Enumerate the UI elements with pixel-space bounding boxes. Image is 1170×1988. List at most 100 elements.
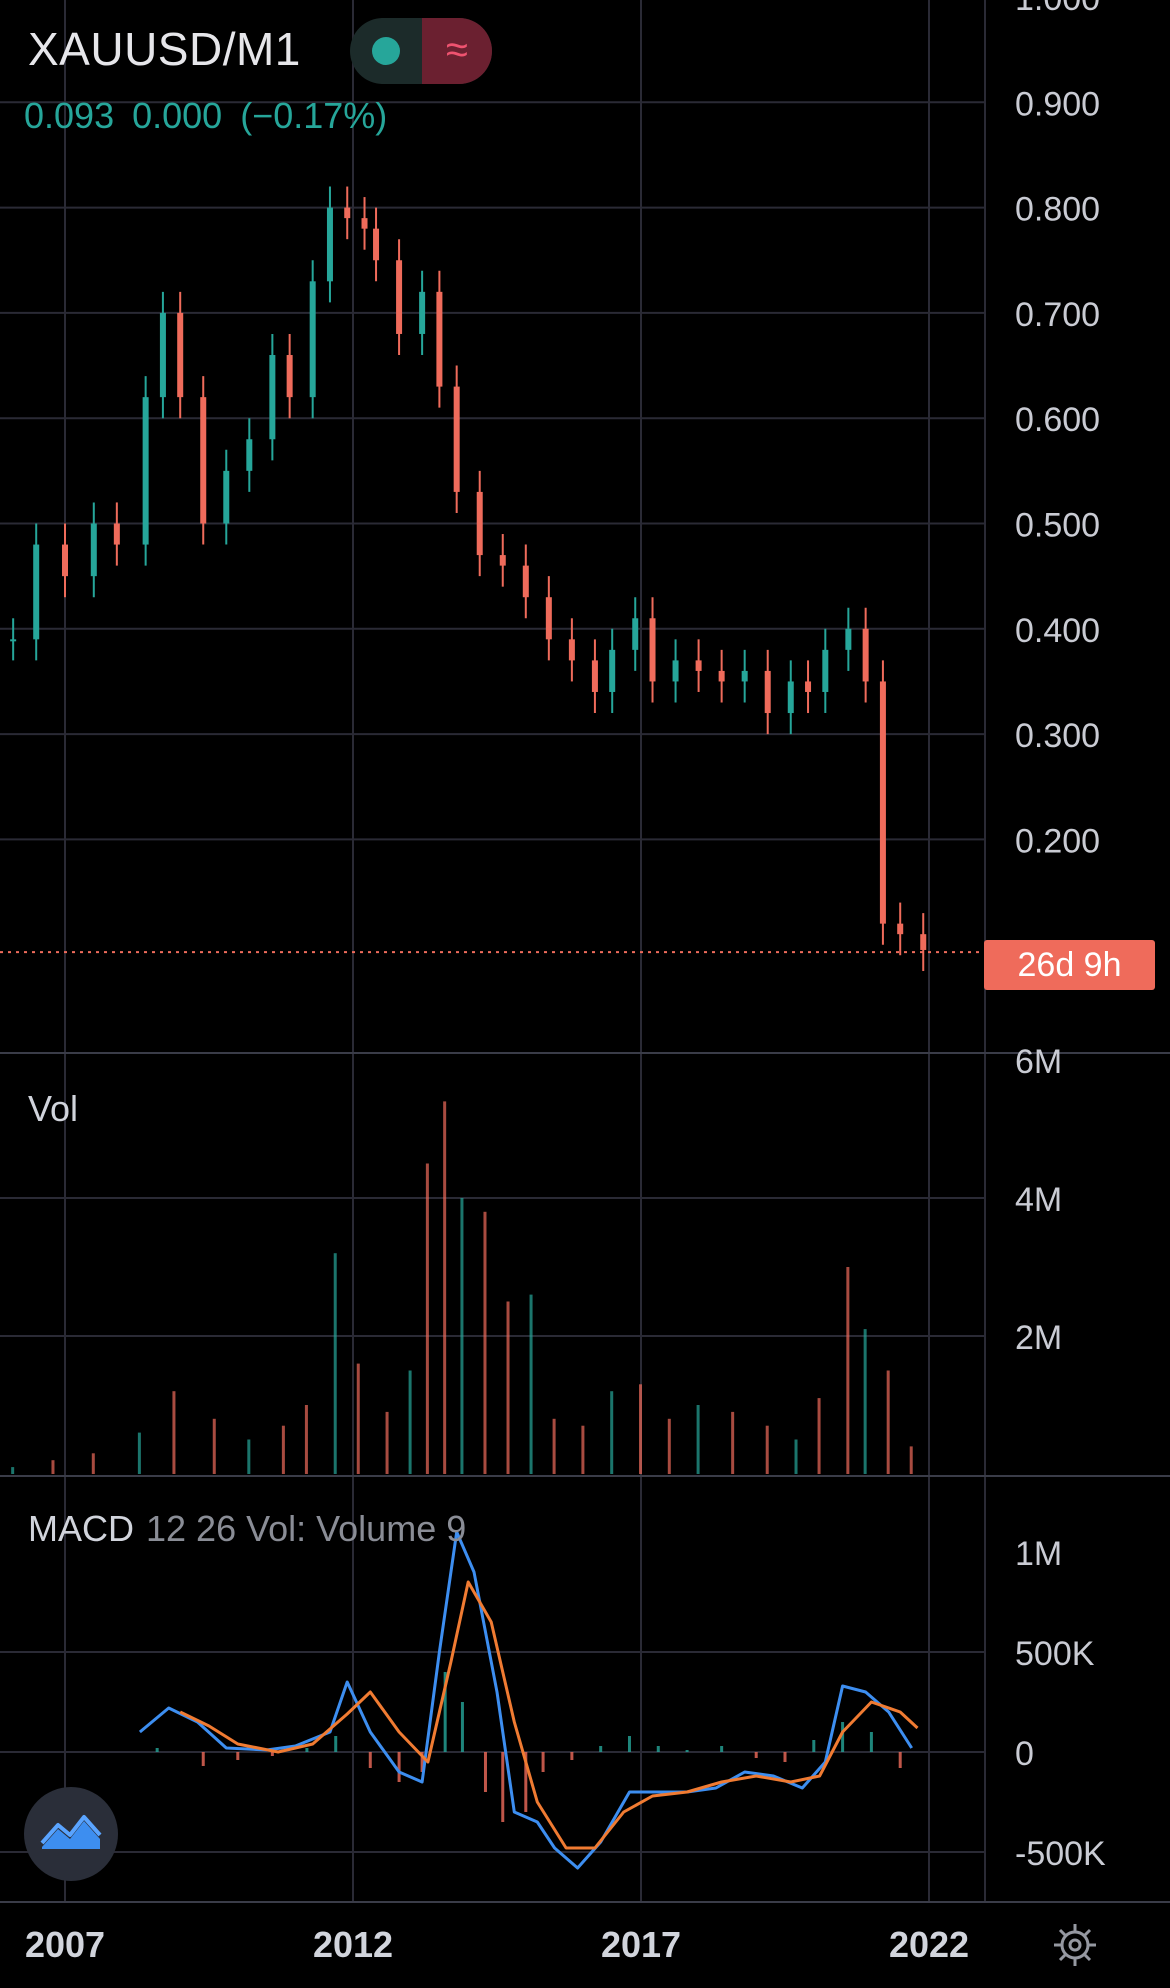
price-candle [522,565,529,598]
price-candle [33,544,40,640]
price-candle [787,681,794,714]
price-candle [879,681,886,924]
macd-histogram-bar [236,1752,240,1760]
time-axis-tick-label: 2017 [601,1924,681,1965]
volume-bar [817,1398,821,1474]
price-candle [90,523,97,577]
price-candle [609,649,616,692]
macd-histogram-bar [420,1752,424,1772]
price-candle [545,597,552,640]
price-axis-tick-label: 0.800 [1015,191,1100,229]
macd-params: 12 26 Vol: Volume 9 [146,1508,467,1549]
price-axis-tick-label: 0.200 [1015,822,1100,860]
price-axis-tick-label: 0.700 [1015,296,1100,334]
price-candle [453,386,460,492]
macd-histogram-bar [685,1750,689,1752]
time-axis-tick-label: 2022 [889,1924,969,1965]
macd-histogram-bar [201,1752,205,1766]
price-candle [113,523,120,545]
dot-icon [372,37,400,65]
volume-bar [765,1425,769,1474]
volume-pane-label[interactable]: Vol [28,1088,79,1129]
price-candle [62,544,68,577]
macd-histogram-bar [305,1748,309,1752]
price-candle [695,660,702,671]
macd-histogram-bar [460,1702,464,1752]
volume-bar [460,1198,464,1474]
axis-labels: 1.000 0.900 0.800 0.700 0.600 0.500 0.400 0.300… [25,0,1106,1965]
price-series [0,186,984,972]
macd-line [138,1530,913,1870]
price-candle [159,312,166,398]
price-candle [591,660,598,692]
volume-bar [11,1467,15,1474]
price-candle [177,312,184,398]
macd-title: MACD [28,1508,134,1549]
price-candle [499,555,506,566]
macd-histogram-bar [841,1722,845,1752]
volume-bar [696,1405,700,1474]
macd-histogram-bar [501,1752,505,1822]
settings-gear-icon[interactable] [1052,1922,1098,1968]
volume-bar [356,1363,360,1474]
time-axis-tick-label: 2007 [25,1924,105,1965]
price-candle [822,649,829,692]
macd-histogram-bar [541,1752,545,1772]
price-axis-tick-label: 0.500 [1015,507,1100,545]
price-change-pct: (−0.17%) [240,95,388,136]
macd-histogram-bar [869,1732,873,1752]
macd-histogram-bar [720,1746,724,1752]
volume-bar [91,1453,95,1474]
app-logo-icon[interactable] [24,1787,118,1881]
price-candle [649,618,656,682]
signal-line [179,1580,919,1850]
price-candle [200,397,207,524]
price-candle [436,291,443,387]
macd-histogram-bar [783,1752,787,1762]
price-candle [10,639,17,642]
price-candle [741,670,748,682]
price-candle [142,397,149,545]
volume-bar [581,1425,585,1474]
volume-bar [137,1432,141,1474]
macd-axis-tick-label: 500K [1015,1635,1095,1673]
volume-bar [443,1101,447,1474]
price-candle [897,923,904,935]
macd-histogram-bar [368,1752,372,1768]
volume-bar [304,1405,308,1474]
macd-pane-label[interactable]: MACD 12 26 Vol: Volume 9 [28,1508,466,1550]
macd-series [138,1530,919,1870]
price-candle [476,491,483,556]
volume-axis-tick-label: 2M [1015,1319,1062,1357]
price-axis-tick-label: 0.600 [1015,401,1100,439]
price-candle [862,628,869,682]
price-candle [286,355,293,398]
volume-bar [794,1439,798,1474]
price-axis-tick-label: 0.300 [1015,717,1100,755]
status-toggle[interactable]: ≈ [350,18,492,84]
volume-bar [483,1211,487,1474]
volume-bar [385,1411,389,1474]
price-candle [920,934,927,950]
volume-axis-tick-label: 4M [1015,1181,1062,1219]
volume-bar [610,1391,614,1474]
macd-histogram-bar [334,1736,338,1752]
volume-bar [247,1439,251,1474]
macd-histogram-bar [656,1746,660,1752]
volume-bar [529,1294,533,1474]
time-axis-tick-label: 2012 [313,1924,393,1965]
price-candle [269,355,276,440]
macd-axis-tick-label: 0 [1015,1735,1034,1773]
price-axis-tick-label: 1.000 [1015,0,1100,18]
volume-bar [846,1267,850,1474]
price-axis-tick-label: 0.400 [1015,612,1100,650]
volume-bar [506,1301,510,1474]
price-candle [326,207,333,282]
volume-bar [51,1460,55,1474]
price-candle [373,228,380,261]
macd-histogram-bar [483,1752,487,1792]
price-candle [361,218,368,229]
volume-bar [863,1329,867,1474]
symbol-title[interactable]: XAUUSD/M1 [28,23,301,75]
